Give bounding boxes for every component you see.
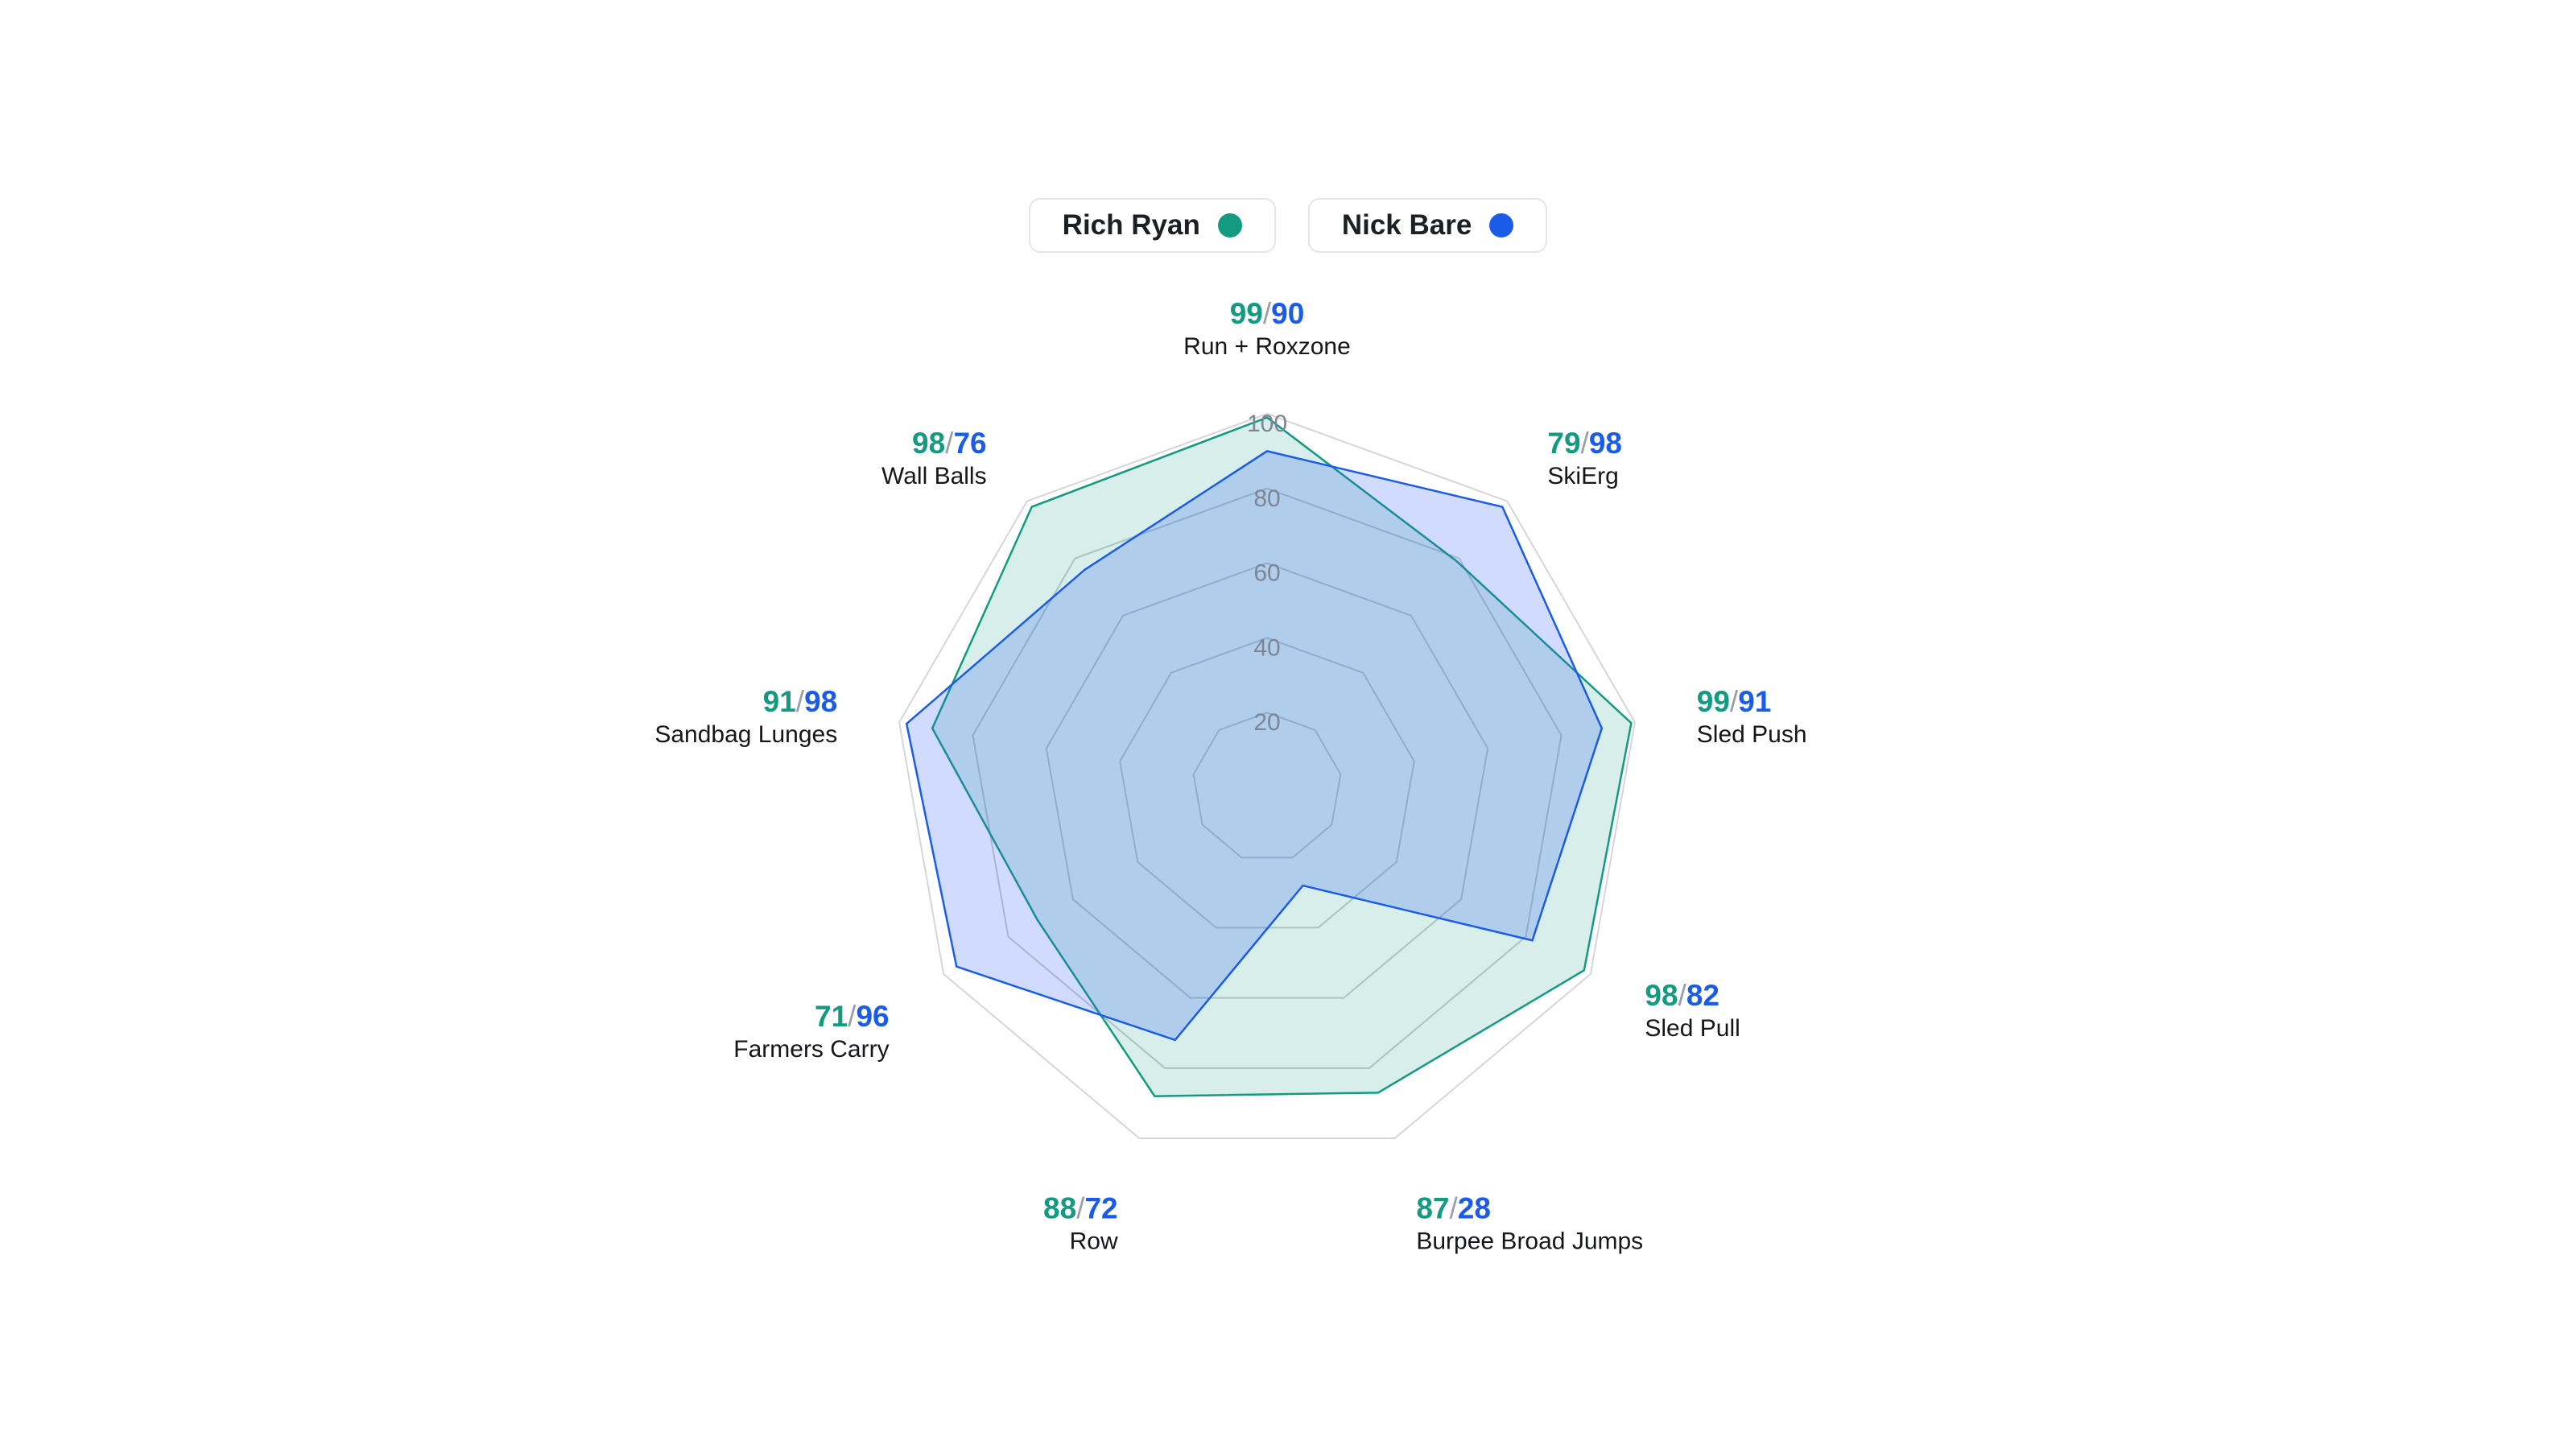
value-nick-bare: 82 [1686,979,1719,1012]
value-label-sandbag-lunges: 91/98 [763,685,838,718]
tick-label-40: 40 [1253,634,1280,661]
legend-dot-nick-bare [1489,213,1514,237]
value-rich-ryan: 91 [763,685,796,718]
value-nick-bare: 98 [804,685,837,718]
value-nick-bare: 91 [1738,685,1771,718]
category-label-row: Row [1070,1228,1118,1254]
value-rich-ryan: 88 [1043,1191,1076,1224]
value-separator: / [1678,979,1687,1012]
radar-series [905,416,1633,1097]
series-area-rich-ryan [931,416,1633,1097]
value-separator: / [1263,297,1272,330]
value-nick-bare: 76 [953,427,986,460]
value-separator: / [1450,1191,1459,1224]
value-separator: / [796,685,805,718]
value-nick-bare: 28 [1458,1191,1491,1224]
category-sled-pull: 98/82 Sled Pull [1645,979,1740,1042]
category-label-farmers-carry: Farmers Carry [733,1036,889,1063]
grid-ring-20 [1192,712,1342,859]
value-nick-bare: 72 [1084,1191,1117,1224]
grid-ring-60 [1045,562,1489,999]
category-wall-balls: 98/76 Wall Balls [881,427,987,489]
legend-label-rich-ryan: Rich Ryan [1062,209,1200,241]
grid-ring-100 [898,412,1636,1140]
category-label-burpee-broad-jumps: Burpee Broad Jumps [1416,1228,1643,1254]
value-separator: / [945,427,954,460]
tick-label-80: 80 [1253,485,1280,512]
value-rich-ryan: 98 [1645,979,1678,1012]
legend: Rich Ryan Nick Bare [0,198,2576,253]
legend-item-rich-ryan[interactable]: Rich Ryan [1028,198,1276,253]
grid-ring-80 [972,487,1563,1069]
category-skierg: 79/98 SkiErg [1547,427,1622,489]
category-label-wall-balls: Wall Balls [881,463,987,489]
value-label-burpee-broad-jumps: 87/28 [1416,1191,1491,1224]
category-label-sled-pull: Sled Pull [1645,1015,1740,1042]
tick-label-100: 100 [1247,411,1287,437]
value-label-skierg: 79/98 [1547,427,1622,460]
category-sandbag-lunges: 91/98 Sandbag Lunges [654,685,837,748]
category-burpee-broad-jumps: 87/28 Burpee Broad Jumps [1416,1191,1643,1254]
value-rich-ryan: 99 [1230,297,1263,330]
value-rich-ryan: 99 [1697,685,1730,718]
value-label-sled-pull: 98/82 [1645,979,1719,1012]
category-label-skierg: SkiErg [1547,463,1618,489]
value-nick-bare: 96 [856,1000,889,1033]
radar-grid [898,412,1636,1140]
category-label-sled-push: Sled Push [1697,721,1807,748]
legend-dot-rich-ryan [1217,213,1242,237]
value-label-row: 88/72 [1043,1191,1118,1224]
legend-item-nick-bare[interactable]: Nick Bare [1307,198,1548,253]
tick-label-60: 60 [1253,560,1280,587]
category-run-roxzone: 99/90 Run + Roxzone [1183,297,1351,360]
series-area-nick-bare [905,450,1604,1042]
value-rich-ryan: 79 [1547,427,1580,460]
value-separator: / [1076,1191,1085,1224]
value-label-sled-push: 99/91 [1697,685,1772,718]
tick-label-20: 20 [1253,709,1280,736]
category-label-sandbag-lunges: Sandbag Lunges [654,721,837,748]
value-separator: / [1581,427,1590,460]
category-label-run-roxzone: Run + Roxzone [1183,333,1351,360]
value-rich-ryan: 71 [815,1000,848,1033]
value-separator: / [848,1000,857,1033]
value-nick-bare: 98 [1589,427,1622,460]
radial-ticks: 20 40 60 80 100 [1247,411,1287,736]
category-farmers-carry: 71/96 Farmers Carry [733,1000,889,1063]
category-row: 88/72 Row [1043,1191,1118,1254]
value-label-wall-balls: 98/76 [912,427,987,460]
value-nick-bare: 90 [1271,297,1304,330]
value-label-farmers-carry: 71/96 [815,1000,890,1033]
legend-label-nick-bare: Nick Bare [1341,209,1472,241]
value-rich-ryan: 87 [1416,1191,1449,1224]
category-sled-push: 99/91 Sled Push [1697,685,1807,748]
value-rich-ryan: 98 [912,427,945,460]
value-label-run-roxzone: 99/90 [1230,297,1305,330]
value-separator: / [1730,685,1739,718]
